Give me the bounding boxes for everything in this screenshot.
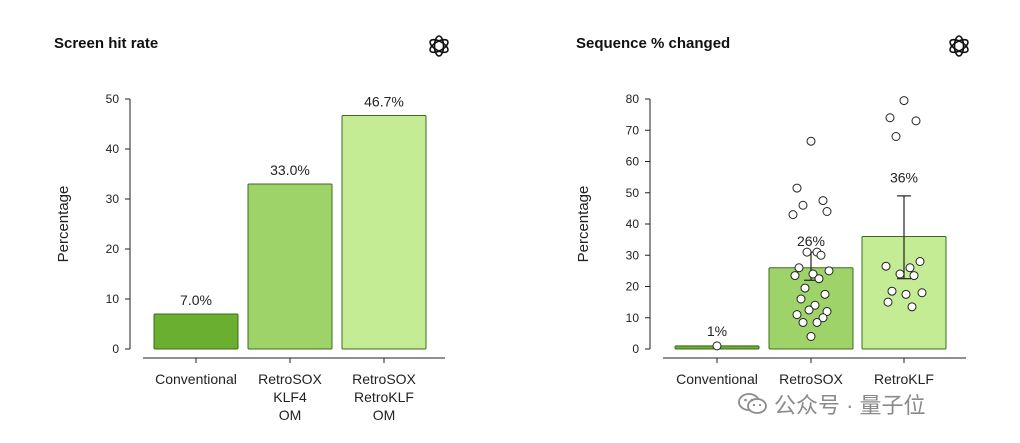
data-point — [810, 300, 820, 310]
data-label: 36% — [890, 170, 918, 186]
data-point — [881, 261, 891, 271]
data-label: 1% — [707, 323, 727, 339]
data-point — [887, 286, 897, 296]
data-point — [899, 96, 909, 106]
category-label: RetroSOX — [258, 371, 322, 387]
data-point — [818, 313, 828, 323]
y-tick-label: 10 — [626, 311, 640, 325]
openai-logo-icon — [949, 35, 969, 57]
data-point — [915, 257, 925, 266]
data-point — [824, 266, 834, 276]
data-point — [891, 132, 901, 141]
bar — [247, 183, 333, 350]
data-point — [792, 310, 802, 320]
data-point — [792, 183, 802, 193]
data-point — [895, 269, 905, 279]
bar — [341, 115, 427, 350]
data-point — [909, 271, 919, 281]
watermark: 公众号 · 量子位 — [738, 388, 926, 420]
data-point — [800, 283, 810, 293]
data-point — [712, 341, 722, 351]
data-point — [806, 136, 816, 146]
data-point — [788, 210, 798, 220]
bar — [153, 313, 239, 350]
chart-2: 0 10 20 30 40 50 60 70 80 Percentage Conventional R… — [575, 92, 966, 387]
data-point — [794, 263, 804, 273]
data-point — [808, 269, 818, 279]
watermark-text: 公众号 · 量子位 — [774, 393, 926, 418]
y-tick-label: 0 — [632, 342, 639, 356]
y-tick-label: 50 — [106, 92, 120, 106]
data-point — [816, 250, 826, 260]
y-tick-label: 80 — [626, 92, 640, 106]
category-label: OM — [279, 407, 302, 423]
y-tick-label: 0 — [112, 342, 119, 356]
y-tick-label: 40 — [626, 217, 640, 231]
chart-2-title: Sequence % changed — [576, 35, 731, 52]
data-point — [822, 307, 832, 316]
category-label: RetroSOX — [352, 371, 416, 387]
y-tick-label: 30 — [626, 248, 640, 262]
chart-1: 0 10 20 30 40 50 Percentage Conventional RetroSO… — [55, 92, 445, 423]
chart-1-title: Screen hit rate — [54, 35, 159, 52]
data-point — [818, 196, 828, 206]
wechat-icon — [738, 393, 767, 414]
openai-logo-icon — [429, 35, 449, 57]
category-label: Conventional — [155, 371, 237, 387]
y-tick-label: 40 — [106, 142, 120, 156]
category-label: RetroKLF — [354, 389, 414, 405]
data-point — [911, 116, 921, 126]
y-tick-label: 30 — [106, 192, 120, 206]
y-tick-label: 10 — [106, 292, 120, 306]
data-point — [885, 113, 895, 123]
data-point — [917, 288, 927, 298]
category-label: OM — [373, 407, 396, 423]
data-label: 26% — [797, 233, 825, 249]
category-label: Conventional — [676, 371, 758, 387]
data-point — [883, 297, 893, 307]
y-axis-label: Percentage — [55, 186, 72, 263]
y-tick-label: 60 — [626, 155, 640, 169]
category-label: KLF4 — [273, 389, 307, 405]
y-tick-label: 20 — [626, 280, 640, 294]
category-label: RetroSOX — [779, 371, 843, 387]
data-point — [901, 289, 911, 299]
data-point — [822, 207, 832, 216]
data-point — [804, 305, 814, 315]
data-point — [802, 247, 812, 257]
data-label: 7.0% — [180, 292, 212, 308]
data-point — [820, 289, 830, 299]
y-tick-label: 20 — [106, 242, 120, 256]
data-point — [814, 274, 824, 284]
data-label: 33.0% — [270, 162, 310, 178]
data-point — [796, 294, 806, 304]
data-label: 46.7% — [364, 94, 404, 110]
y-axis-label: Percentage — [575, 186, 592, 263]
data-point — [907, 302, 917, 312]
data-point — [798, 200, 808, 210]
data-point — [790, 271, 800, 281]
y-tick-label: 70 — [626, 123, 640, 137]
data-point — [905, 263, 915, 273]
data-point — [806, 332, 816, 341]
data-point — [798, 317, 808, 327]
category-label: RetroKLF — [874, 371, 934, 387]
y-tick-label: 50 — [626, 186, 640, 200]
data-point — [812, 317, 822, 327]
